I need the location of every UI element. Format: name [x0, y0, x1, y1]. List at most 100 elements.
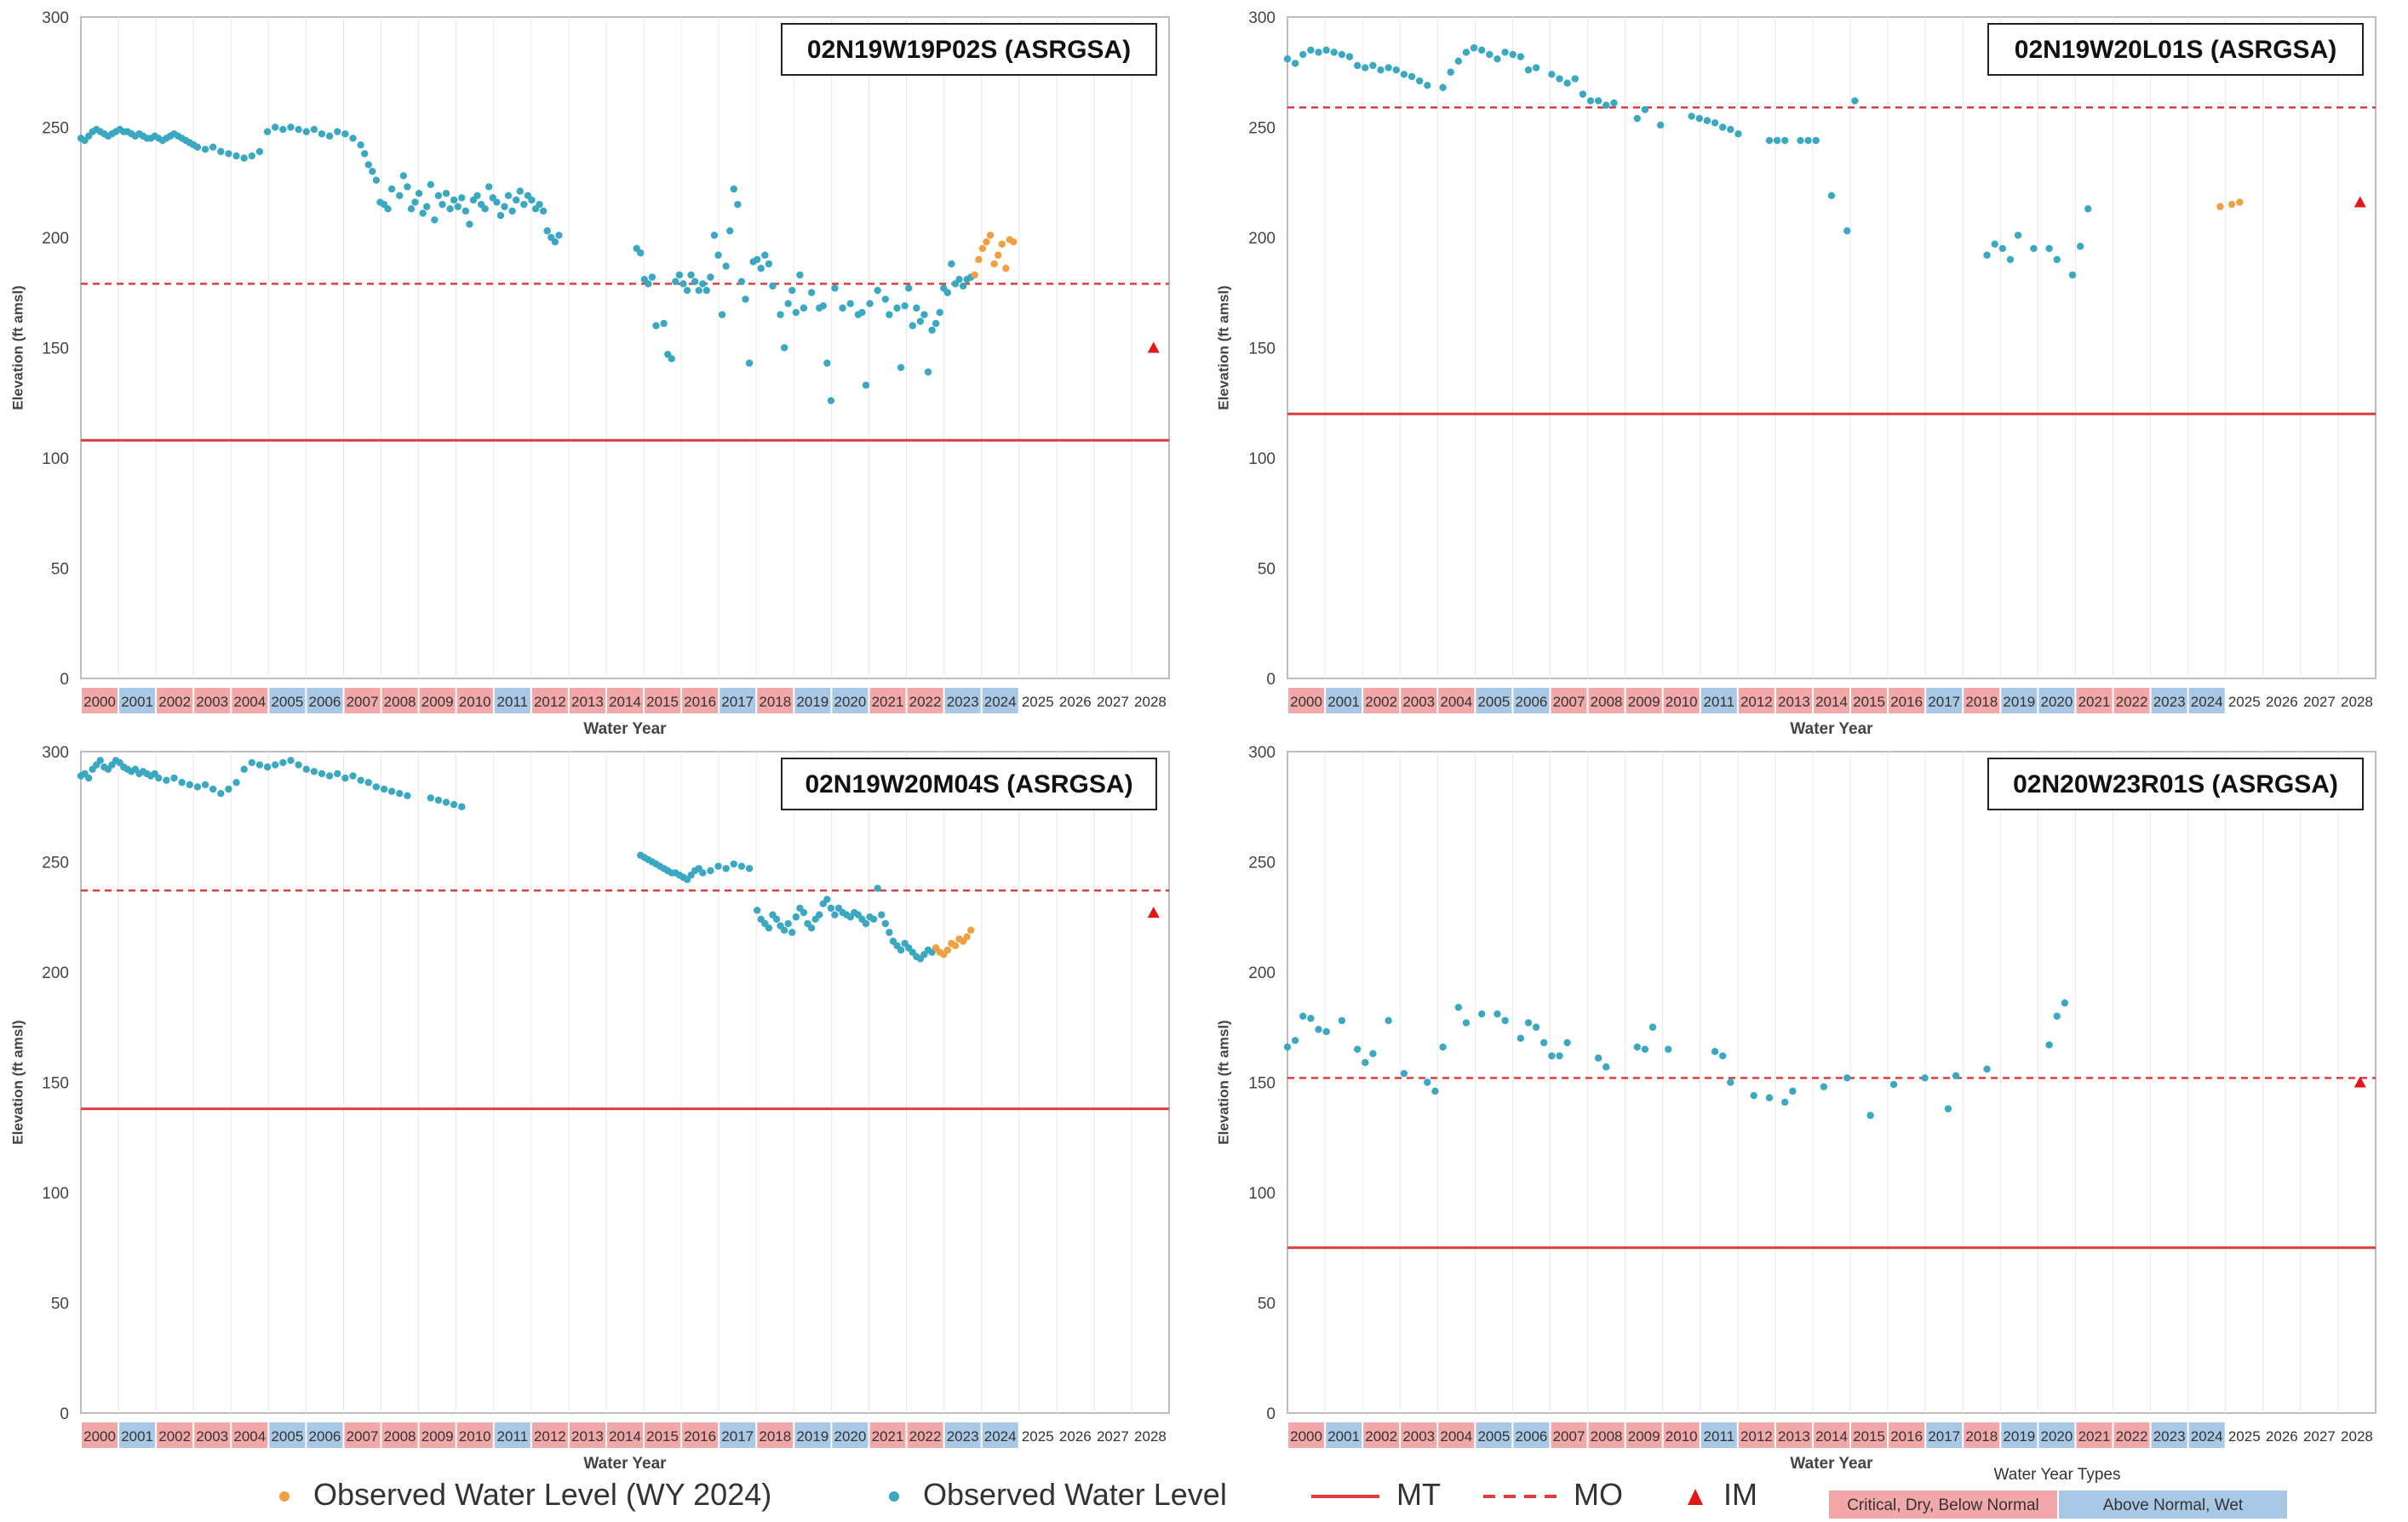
- x-tick-label: 2002: [1365, 1428, 1397, 1445]
- year-type-cell: [1438, 1422, 1475, 1448]
- observed-point: [1827, 192, 1836, 199]
- year-type-cell: [194, 1422, 231, 1448]
- year-type-cell: [2076, 1422, 2113, 1448]
- observed-point: [901, 302, 909, 310]
- observed-point: [462, 207, 470, 215]
- observed-point: [959, 282, 967, 290]
- year-type-cell: [1401, 1422, 1437, 1448]
- observed-point: [1843, 227, 1851, 235]
- year-type-cell: [869, 1422, 906, 1448]
- x-tick-label: 2014: [1815, 694, 1848, 710]
- observed-point: [481, 205, 489, 213]
- observed-point: [1703, 117, 1711, 124]
- observed-point: [1283, 1043, 1292, 1051]
- observed-point: [508, 207, 516, 215]
- observed-point: [920, 311, 928, 318]
- observed-point: [1548, 1052, 1556, 1060]
- observed-point: [380, 785, 388, 793]
- observed-point: [1727, 125, 1734, 134]
- year-type-cell: [2038, 1422, 2075, 1448]
- year-type-cell: [119, 688, 156, 713]
- chart-title: 02N19W20M04S (ASRGSA): [805, 770, 1132, 798]
- observed-point: [1797, 136, 1804, 145]
- observed-point: [334, 770, 341, 778]
- observed-point: [155, 774, 163, 782]
- observed-point: [287, 757, 295, 764]
- observed-point: [415, 190, 423, 197]
- observed-point: [1998, 244, 2007, 253]
- y-tick-label: 100: [42, 1185, 69, 1203]
- legend-wet-label: Above Normal, Wet: [2103, 1496, 2244, 1514]
- year-type-cell: [456, 1422, 493, 1448]
- x-tick-label: 2007: [1553, 694, 1585, 710]
- x-tick-label: 2024: [984, 1428, 1017, 1445]
- year-type-cell: [907, 688, 943, 713]
- year-type-cell: [157, 688, 193, 713]
- observed-point: [493, 198, 501, 206]
- observed-point: [325, 772, 334, 780]
- observed-point: [881, 919, 890, 928]
- year-type-cell: [944, 688, 981, 713]
- observed-point: [823, 895, 831, 903]
- year-type-cell: [1775, 1422, 1812, 1448]
- x-tick-label: 2004: [233, 694, 266, 710]
- observed-point: [1556, 75, 1563, 83]
- year-type-cell: [419, 688, 456, 713]
- observed-point: [434, 796, 443, 804]
- observed-point: [513, 196, 520, 204]
- observed-point: [757, 265, 765, 272]
- observed-point: [295, 125, 302, 134]
- observed-point: [710, 232, 719, 239]
- x-tick-label: 2004: [1440, 1428, 1472, 1445]
- year-type-cell: [1288, 1422, 1325, 1448]
- observed-point: [1820, 1083, 1828, 1090]
- y-tick-label: 0: [1266, 1405, 1276, 1423]
- observed-point: [1462, 49, 1471, 56]
- observed-point: [874, 286, 881, 295]
- observed-point: [1338, 50, 1346, 59]
- year-type-cell: [307, 1422, 343, 1448]
- wy2024-point: [1002, 265, 1010, 272]
- y-tick-label: 100: [42, 450, 69, 468]
- observed-point: [792, 913, 800, 921]
- observed-point: [450, 196, 458, 204]
- y-tick-label: 50: [1258, 561, 1276, 579]
- observed-point: [699, 280, 707, 288]
- observed-point: [1315, 49, 1322, 56]
- observed-point: [1750, 1091, 1757, 1100]
- year-type-cell: [720, 1422, 756, 1448]
- x-tick-label: 2023: [947, 1428, 979, 1445]
- x-tick-label: 2028: [1134, 1428, 1167, 1445]
- x-tick-label: 2011: [1704, 1428, 1735, 1445]
- year-type-cell: [1401, 688, 1437, 713]
- y-tick-label: 150: [1248, 340, 1276, 358]
- observed-point: [442, 798, 450, 806]
- x-tick-label: 2006: [1516, 1428, 1548, 1445]
- observed-point: [1656, 121, 1665, 129]
- y-tick-label: 150: [42, 1075, 69, 1093]
- x-tick-label: 2016: [1890, 694, 1923, 710]
- year-type-cell: [982, 1422, 1018, 1448]
- x-tick-label: 2007: [1553, 1428, 1585, 1445]
- year-type-cell: [757, 688, 794, 713]
- observed-point: [874, 884, 881, 892]
- observed-point: [423, 203, 431, 210]
- chart-panel-1: 0 50 100 150 200 250 300 Elevation (ft amsl) 200…: [9, 9, 1170, 738]
- wy2024-point: [2216, 203, 2224, 210]
- x-tick-label: 2018: [1965, 694, 1998, 710]
- observed-point: [943, 289, 952, 296]
- x-tick-label: 2025: [1022, 1428, 1054, 1445]
- observed-point: [2053, 255, 2061, 264]
- observed-point: [1602, 1063, 1610, 1071]
- observed-point: [217, 147, 225, 156]
- year-type-cell: [1588, 688, 1625, 713]
- x-tick-label: 2013: [1778, 1428, 1810, 1445]
- y-tick-label: 50: [1258, 1296, 1276, 1313]
- observed-point: [672, 278, 679, 285]
- observed-point: [1385, 1016, 1392, 1025]
- observed-point: [1548, 71, 1556, 78]
- year-type-cell: [1476, 688, 1512, 713]
- x-tick-label: 2005: [1477, 1428, 1510, 1445]
- observed-point: [695, 286, 702, 295]
- observed-point: [1983, 251, 1991, 259]
